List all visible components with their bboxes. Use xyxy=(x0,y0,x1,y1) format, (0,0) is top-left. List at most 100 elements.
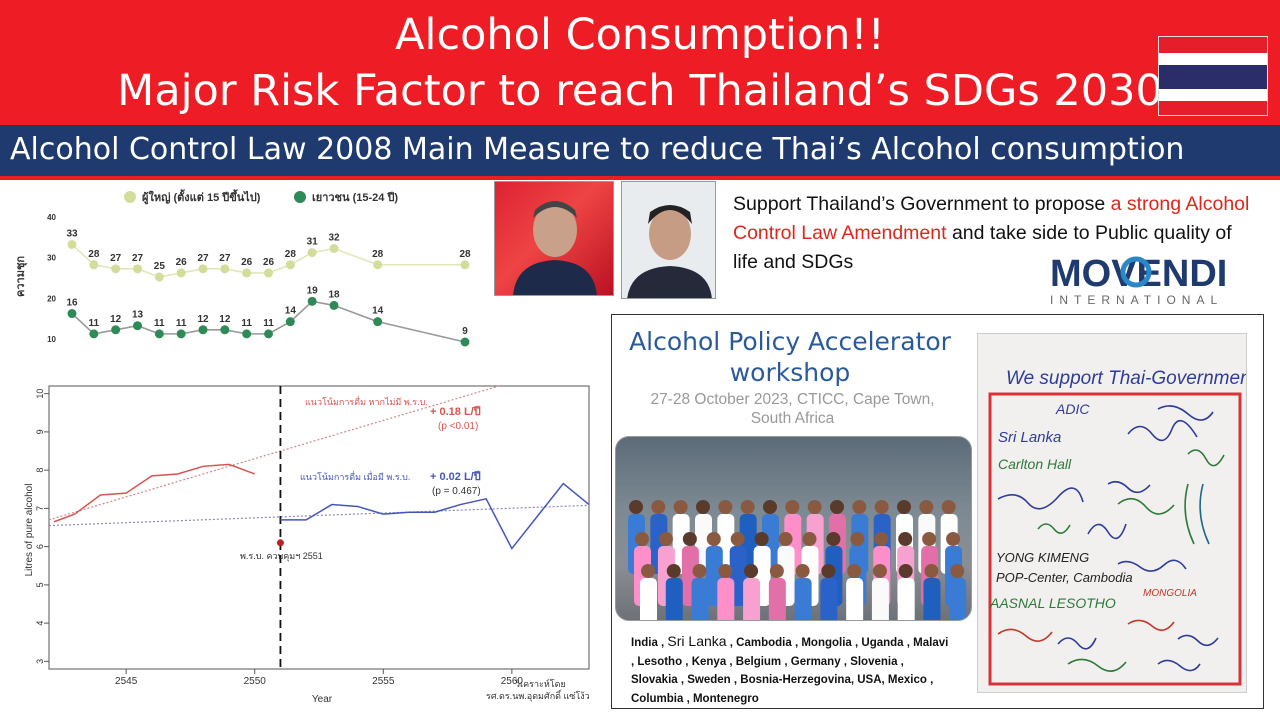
data-point xyxy=(220,264,230,274)
thailand-flag xyxy=(1158,36,1268,116)
data-label: 11 xyxy=(176,318,187,329)
data-label: 18 xyxy=(328,289,340,300)
x-tick-label: 2560 xyxy=(501,676,524,687)
credit-line-2: รศ.ดร.นพ.อุดมศักดิ์ แซ่โง้ว xyxy=(486,689,590,702)
data-point xyxy=(285,260,295,270)
signature-4: YONG KIMENG xyxy=(996,550,1089,565)
y-tick-label: 20 xyxy=(47,294,56,303)
x-axis-label: Year xyxy=(312,694,333,705)
data-label: 27 xyxy=(110,253,122,264)
person-silhouette-icon xyxy=(627,205,712,298)
data-label: 11 xyxy=(89,318,100,329)
data-point xyxy=(133,264,142,274)
support-text-2: and take side to Public quality of life … xyxy=(733,222,1232,273)
data-point xyxy=(176,329,186,339)
data-label: 16 xyxy=(66,298,78,309)
countries-lead: India , xyxy=(631,637,668,649)
person-figure xyxy=(923,564,941,620)
person-figure xyxy=(743,564,761,620)
person-figure xyxy=(717,564,735,620)
data-point xyxy=(198,325,208,335)
series-line-after xyxy=(280,482,590,550)
consumption-chart: Litres of pure alcohol Year 3 4 5 6 7 8 9 10 254… xyxy=(24,385,590,705)
x-tick-label: 2555 xyxy=(372,676,395,687)
x-tick-label: 2550 xyxy=(244,676,267,687)
workshop-title: Alcohol Policy Accelerator workshop xyxy=(629,327,951,387)
countries-highlight: Sri Lanka xyxy=(667,633,727,649)
flag-stripe xyxy=(1159,65,1267,89)
data-label: 12 xyxy=(219,314,231,325)
trend-note-with-law: แนวโน้มการดื่ม เมื่อมี พ.ร.บ. xyxy=(300,470,410,482)
person-figure xyxy=(897,564,915,620)
poster-illustration: We support Thai-Government. ADIC Sri Lan… xyxy=(988,368,1246,686)
data-label: 14 xyxy=(372,306,384,317)
support-highlight: a strong Alcohol Control Law Amendment xyxy=(733,193,1250,244)
data-point xyxy=(242,329,252,339)
y-axis-label: ความชุก xyxy=(15,256,28,297)
flag-stripe xyxy=(1159,37,1267,53)
prevalence-chart: ผู้ใหญ่ (ตั้งแต่ 15 ปีขึ้นไป) เยาวชน (15… xyxy=(15,189,471,347)
data-point xyxy=(307,296,317,306)
data-point xyxy=(242,268,252,278)
person-figure xyxy=(640,564,657,620)
data-label: 14 xyxy=(285,306,297,317)
crowd-illustration xyxy=(628,500,967,620)
support-statement: Support Thailand’s Government to propose… xyxy=(733,190,1253,277)
data-point xyxy=(460,260,470,270)
person-figure xyxy=(768,564,786,620)
y-tick-label: 40 xyxy=(47,213,56,222)
data-label: 27 xyxy=(197,253,209,264)
data-label: 33 xyxy=(66,228,78,239)
data-label: 12 xyxy=(110,314,122,325)
signed-poster: We support Thai-Government. ADIC Sri Lan… xyxy=(977,333,1247,693)
y-tick-label: 3 xyxy=(35,659,45,664)
flag-stripe xyxy=(1159,53,1267,65)
data-point xyxy=(460,337,470,347)
signature-3: Carlton Hall xyxy=(998,456,1072,472)
data-point xyxy=(198,264,208,274)
data-point xyxy=(329,244,339,254)
data-point xyxy=(133,321,142,331)
person-figure xyxy=(665,564,683,620)
poster-border xyxy=(988,392,1242,686)
portrait-photo-2 xyxy=(621,181,716,299)
logo-tagline: INTERNATIONAL xyxy=(1050,293,1223,307)
portrait-photo-1 xyxy=(494,181,614,296)
data-label: 25 xyxy=(154,261,166,272)
data-label: 11 xyxy=(263,318,274,329)
y-tick-label: 6 xyxy=(35,544,45,549)
data-label: 28 xyxy=(459,249,471,260)
data-point xyxy=(220,325,230,335)
data-label: 11 xyxy=(241,318,252,329)
logo-ring-icon xyxy=(1120,256,1152,288)
flag-stripe xyxy=(1159,101,1267,115)
data-label: 28 xyxy=(88,249,100,260)
trend-p-without-law: (p <0.01) xyxy=(438,421,478,432)
y-tick-label: 9 xyxy=(35,429,45,434)
title-banner: Alcohol Consumption!! Major Risk Factor … xyxy=(0,0,1280,125)
data-point xyxy=(154,329,164,339)
person-figure xyxy=(794,564,812,620)
credit-line-1: วิเคราะห์โดย xyxy=(515,678,566,689)
countries-rest: , Cambodia , Mongolia , Uganda , Malavi … xyxy=(631,637,949,705)
person-silhouette-icon xyxy=(513,201,597,295)
series-line-before xyxy=(53,463,255,523)
data-label: 11 xyxy=(154,318,165,329)
subtitle-bar: Alcohol Control Law 2008 Main Measure to… xyxy=(0,125,1280,180)
participating-countries: India , Sri Lanka , Cambodia , Mongolia … xyxy=(631,632,951,708)
y-tick-label: 7 xyxy=(35,506,45,511)
data-label: 28 xyxy=(372,249,384,260)
divider xyxy=(0,176,1280,180)
y-tick-label: 10 xyxy=(47,335,56,344)
signature-7: MONGOLIA xyxy=(1143,588,1197,599)
trend-note-without-law: แนวโน้มการดื่ม หากไม่มี พ.ร.บ. xyxy=(305,395,428,407)
y-tick-label: 5 xyxy=(35,582,45,587)
flag-stripe xyxy=(1159,89,1267,101)
person-figure xyxy=(691,564,709,620)
data-point xyxy=(67,239,77,249)
movendi-logo: MOVENDI INTERNATIONAL xyxy=(1050,253,1227,307)
trend-line-with-law xyxy=(48,504,590,527)
data-point xyxy=(67,309,77,319)
y-tick-label: 8 xyxy=(35,468,45,473)
support-text-1: Support Thailand’s Government to propose xyxy=(733,193,1111,215)
